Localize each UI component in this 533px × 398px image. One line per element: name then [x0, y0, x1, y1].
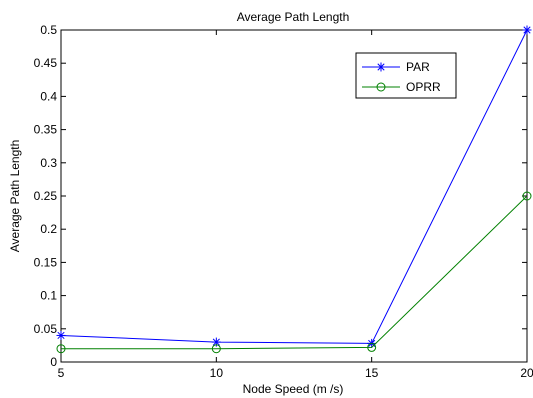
series-layer [56, 25, 532, 354]
plot-frame [60, 29, 528, 363]
y-tick-label: 0.35 [34, 123, 58, 137]
data-point-par [522, 25, 532, 35]
data-point-oprr [211, 344, 221, 354]
legend-marker-par [376, 62, 386, 72]
legend-label-oprr: OPRR [406, 80, 441, 94]
data-point-oprr [522, 191, 532, 201]
y-tick-label: 0.05 [34, 322, 58, 336]
y-tick-label: 0.1 [40, 289, 57, 303]
series-line-par [60, 29, 528, 344]
y-axis: 0 0.05 0.1 0.15 0.2 0.25 0.3 0.35 0.4 0.45 0.5 [34, 23, 527, 369]
y-tick-label: 0.45 [34, 56, 58, 70]
x-tick-label: 20 [520, 366, 533, 380]
y-tick-label: 0.15 [34, 255, 58, 269]
data-point-oprr [56, 344, 66, 354]
chart-title: Average Path Length [237, 10, 350, 24]
legend-marker-oprr [376, 82, 386, 92]
data-point-oprr [367, 342, 377, 352]
legend-label-par: PAR [406, 60, 430, 74]
y-axis-label: Average Path Length [8, 140, 22, 253]
x-axis: 5 10 15 20 [58, 30, 533, 380]
x-tick-label: 15 [365, 366, 379, 380]
legend-box [355, 52, 457, 99]
x-tick-label: 10 [210, 366, 224, 380]
data-point-par [56, 330, 66, 340]
y-tick-label: 0 [50, 355, 57, 369]
series-line-oprr [61, 195, 528, 350]
x-axis-label: Node Speed (m /s) [243, 382, 344, 396]
y-tick-label: 0.3 [40, 156, 57, 170]
x-tick-label: 5 [58, 366, 65, 380]
data-point-par [211, 337, 221, 347]
y-tick-label: 0.5 [40, 23, 57, 37]
y-tick-label: 0.4 [40, 89, 57, 103]
y-tick-label: 0.25 [34, 189, 58, 203]
y-tick-label: 0.2 [40, 222, 57, 236]
legend: PAR OPRR [355, 52, 457, 99]
